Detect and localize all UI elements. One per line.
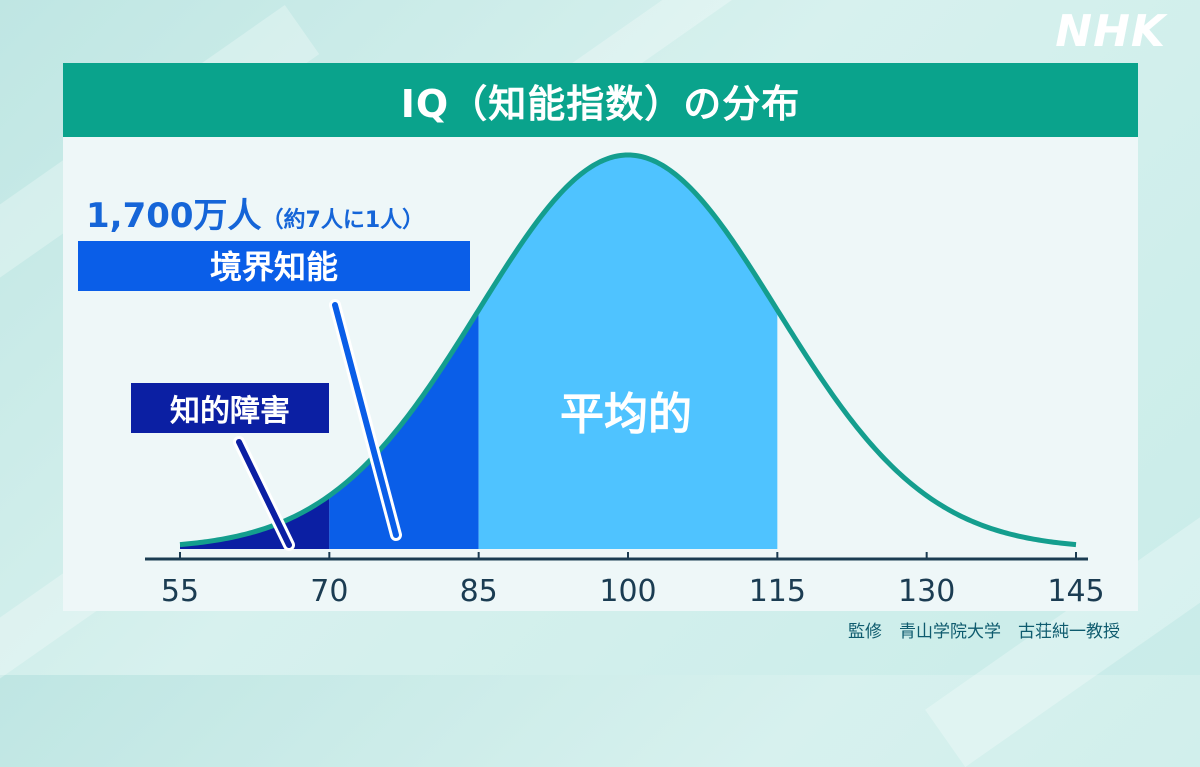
disability-pointer (236, 439, 292, 548)
x-tick-label: 70 (310, 574, 348, 609)
x-tick-label: 85 (460, 574, 498, 609)
x-tick-label: 55 (161, 574, 199, 609)
region-3 (478, 155, 778, 549)
chart-panel: 55 70 85 100 115 130 145 平均的 境界知能知的障害 1,700万人（約7… (63, 137, 1138, 611)
chart-title: IQ（知能指数）の分布 (63, 63, 1138, 137)
population-count: 1,700万人 (86, 196, 262, 236)
disability-label-box (131, 383, 329, 433)
x-tick-label: 130 (898, 574, 955, 609)
distribution-curve (179, 152, 1077, 548)
population-ratio: （約7人に1人） (262, 207, 425, 233)
borderline-label-box (78, 241, 470, 291)
x-tick-label: 115 (749, 574, 806, 609)
region-label-borderline: 境界知能 (210, 248, 338, 286)
nhk-logo: NHK (1055, 6, 1166, 57)
borderline-pointer (332, 302, 399, 538)
supervisor-credit: 監修 青山学院大学 古荘純一教授 (848, 622, 1120, 642)
x-tick-label: 100 (599, 574, 656, 609)
region-label-disability: 知的障害 (170, 394, 290, 429)
x-tick-label: 145 (1047, 574, 1104, 609)
region-1 (180, 495, 330, 549)
region-label-average: 平均的 (560, 389, 692, 440)
population-annotation: 1,700万人（約7人に1人） (86, 196, 424, 236)
